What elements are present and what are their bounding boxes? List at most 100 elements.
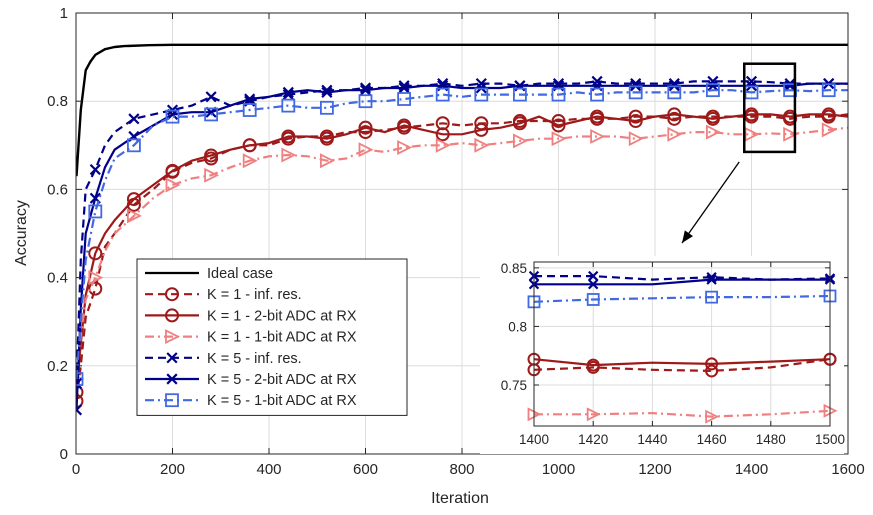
series-marker — [358, 125, 373, 140]
y-tick-label: 0.4 — [47, 270, 68, 287]
series-marker — [281, 98, 296, 113]
series-marker — [204, 107, 219, 122]
legend-label: K = 1 - inf. res. — [207, 287, 302, 303]
zoom-indicator — [681, 62, 797, 244]
series-marker — [242, 103, 257, 117]
series-marker — [126, 192, 141, 207]
inset-x-tick-label: 1500 — [815, 432, 845, 447]
series-marker — [397, 140, 413, 155]
series-marker — [358, 142, 374, 158]
series-marker — [705, 111, 720, 126]
series-marker — [551, 118, 566, 133]
series-marker — [165, 109, 180, 124]
series-marker — [89, 163, 101, 176]
inset-frame — [533, 261, 831, 427]
series-marker — [590, 109, 605, 124]
inset-background — [480, 256, 844, 454]
inset-x-tick-label: 1460 — [697, 432, 727, 447]
series-marker — [474, 137, 490, 153]
legend-marker — [166, 352, 178, 364]
legend-item: Ideal case — [145, 266, 273, 282]
series-marker — [590, 129, 606, 144]
series-marker — [242, 153, 258, 169]
inset-x-tick-label: 1400 — [519, 432, 549, 447]
series-marker — [397, 92, 412, 106]
series-marker — [397, 118, 412, 133]
series-line — [76, 89, 848, 380]
series-marker — [474, 122, 489, 137]
inset-series-marker — [705, 357, 719, 371]
series-marker — [127, 138, 141, 153]
series-marker — [319, 100, 334, 115]
series-marker — [204, 167, 220, 183]
plot-frame — [75, 12, 849, 455]
series-marker — [205, 91, 217, 103]
legend-label: Ideal case — [207, 266, 273, 282]
series-line — [76, 126, 848, 380]
legend: Ideal case K = 1 - inf. res. K = 1 - 2-bit… — [136, 258, 408, 416]
series-marker — [667, 111, 682, 126]
inset-series-line — [533, 358, 831, 367]
series-marker — [127, 208, 142, 224]
series-marker — [591, 75, 603, 87]
y-tick-label: 0.6 — [47, 181, 68, 198]
series-marker — [513, 87, 527, 102]
y-tick-label: 0.2 — [47, 358, 68, 375]
series-marker — [319, 131, 334, 146]
series-6 — [76, 83, 848, 386]
legend-item: K = 5 - 1-bit ADC at RX — [145, 393, 357, 409]
legend-item: K = 5 - inf. res. — [145, 351, 302, 367]
y-tick-label: 1 — [60, 5, 68, 22]
series-marker — [128, 113, 140, 125]
series-marker — [281, 129, 296, 144]
series-marker — [707, 80, 719, 92]
series-marker — [551, 131, 567, 147]
inset-series-marker — [705, 364, 719, 378]
series-marker — [706, 83, 720, 98]
legend-marker — [165, 287, 179, 302]
x-tick-label: 1200 — [638, 461, 671, 478]
inset-y-tick-label: 0.85 — [501, 261, 527, 276]
legend-label: K = 5 - 1-bit ADC at RX — [207, 393, 357, 409]
legend-marker — [165, 393, 179, 408]
series-marker — [628, 85, 643, 100]
series-marker — [512, 116, 527, 131]
inset-x-tick-label: 1480 — [756, 432, 786, 447]
series-marker — [590, 87, 604, 102]
legend-label: K = 1 - 2-bit ADC at RX — [207, 308, 357, 324]
series-marker — [165, 177, 181, 193]
main-plot-area — [76, 43, 848, 416]
series-marker — [435, 137, 451, 153]
series-marker — [783, 126, 799, 142]
series-group — [76, 43, 848, 416]
y-tick-label: 0.8 — [47, 93, 68, 110]
series-marker — [513, 133, 528, 149]
series-marker — [667, 85, 682, 100]
zoom-box — [743, 62, 797, 154]
legend-item: K = 5 - 2-bit ADC at RX — [145, 372, 357, 388]
inset-series-marker — [705, 290, 718, 304]
x-axis-label: Iteration — [431, 490, 489, 507]
x-tick-label: 800 — [449, 461, 474, 478]
inset-series-marker — [588, 279, 599, 290]
legend-label: K = 5 - inf. res. — [207, 351, 302, 367]
series-marker — [398, 82, 410, 94]
zoom-arrow-head — [682, 230, 694, 243]
series-marker — [784, 80, 796, 92]
inset-y-tick-label: 0.8 — [508, 319, 527, 334]
series-marker — [88, 281, 103, 296]
series-marker — [551, 87, 566, 102]
series-marker — [165, 163, 180, 178]
series-marker — [667, 107, 682, 122]
series-marker — [745, 75, 758, 87]
series-marker — [359, 84, 372, 96]
series-marker — [821, 83, 836, 98]
inset-series-line — [534, 275, 831, 281]
series-line — [76, 43, 848, 177]
legend-item: K = 1 - 2-bit ADC at RX — [145, 308, 357, 324]
series-marker — [435, 127, 450, 142]
series-marker — [551, 114, 566, 129]
series-marker — [474, 87, 489, 102]
legend-item: K = 1 - 1-bit ADC at RX — [145, 329, 357, 346]
series-marker — [242, 138, 257, 153]
